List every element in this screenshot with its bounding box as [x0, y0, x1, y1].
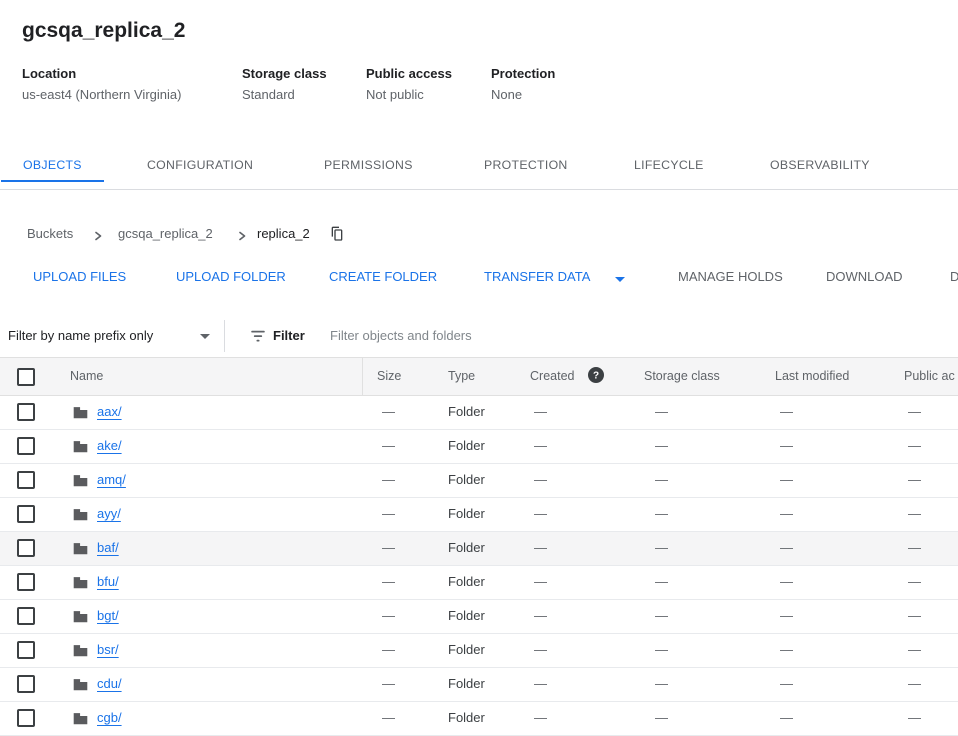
- svg-text:?: ?: [593, 370, 599, 381]
